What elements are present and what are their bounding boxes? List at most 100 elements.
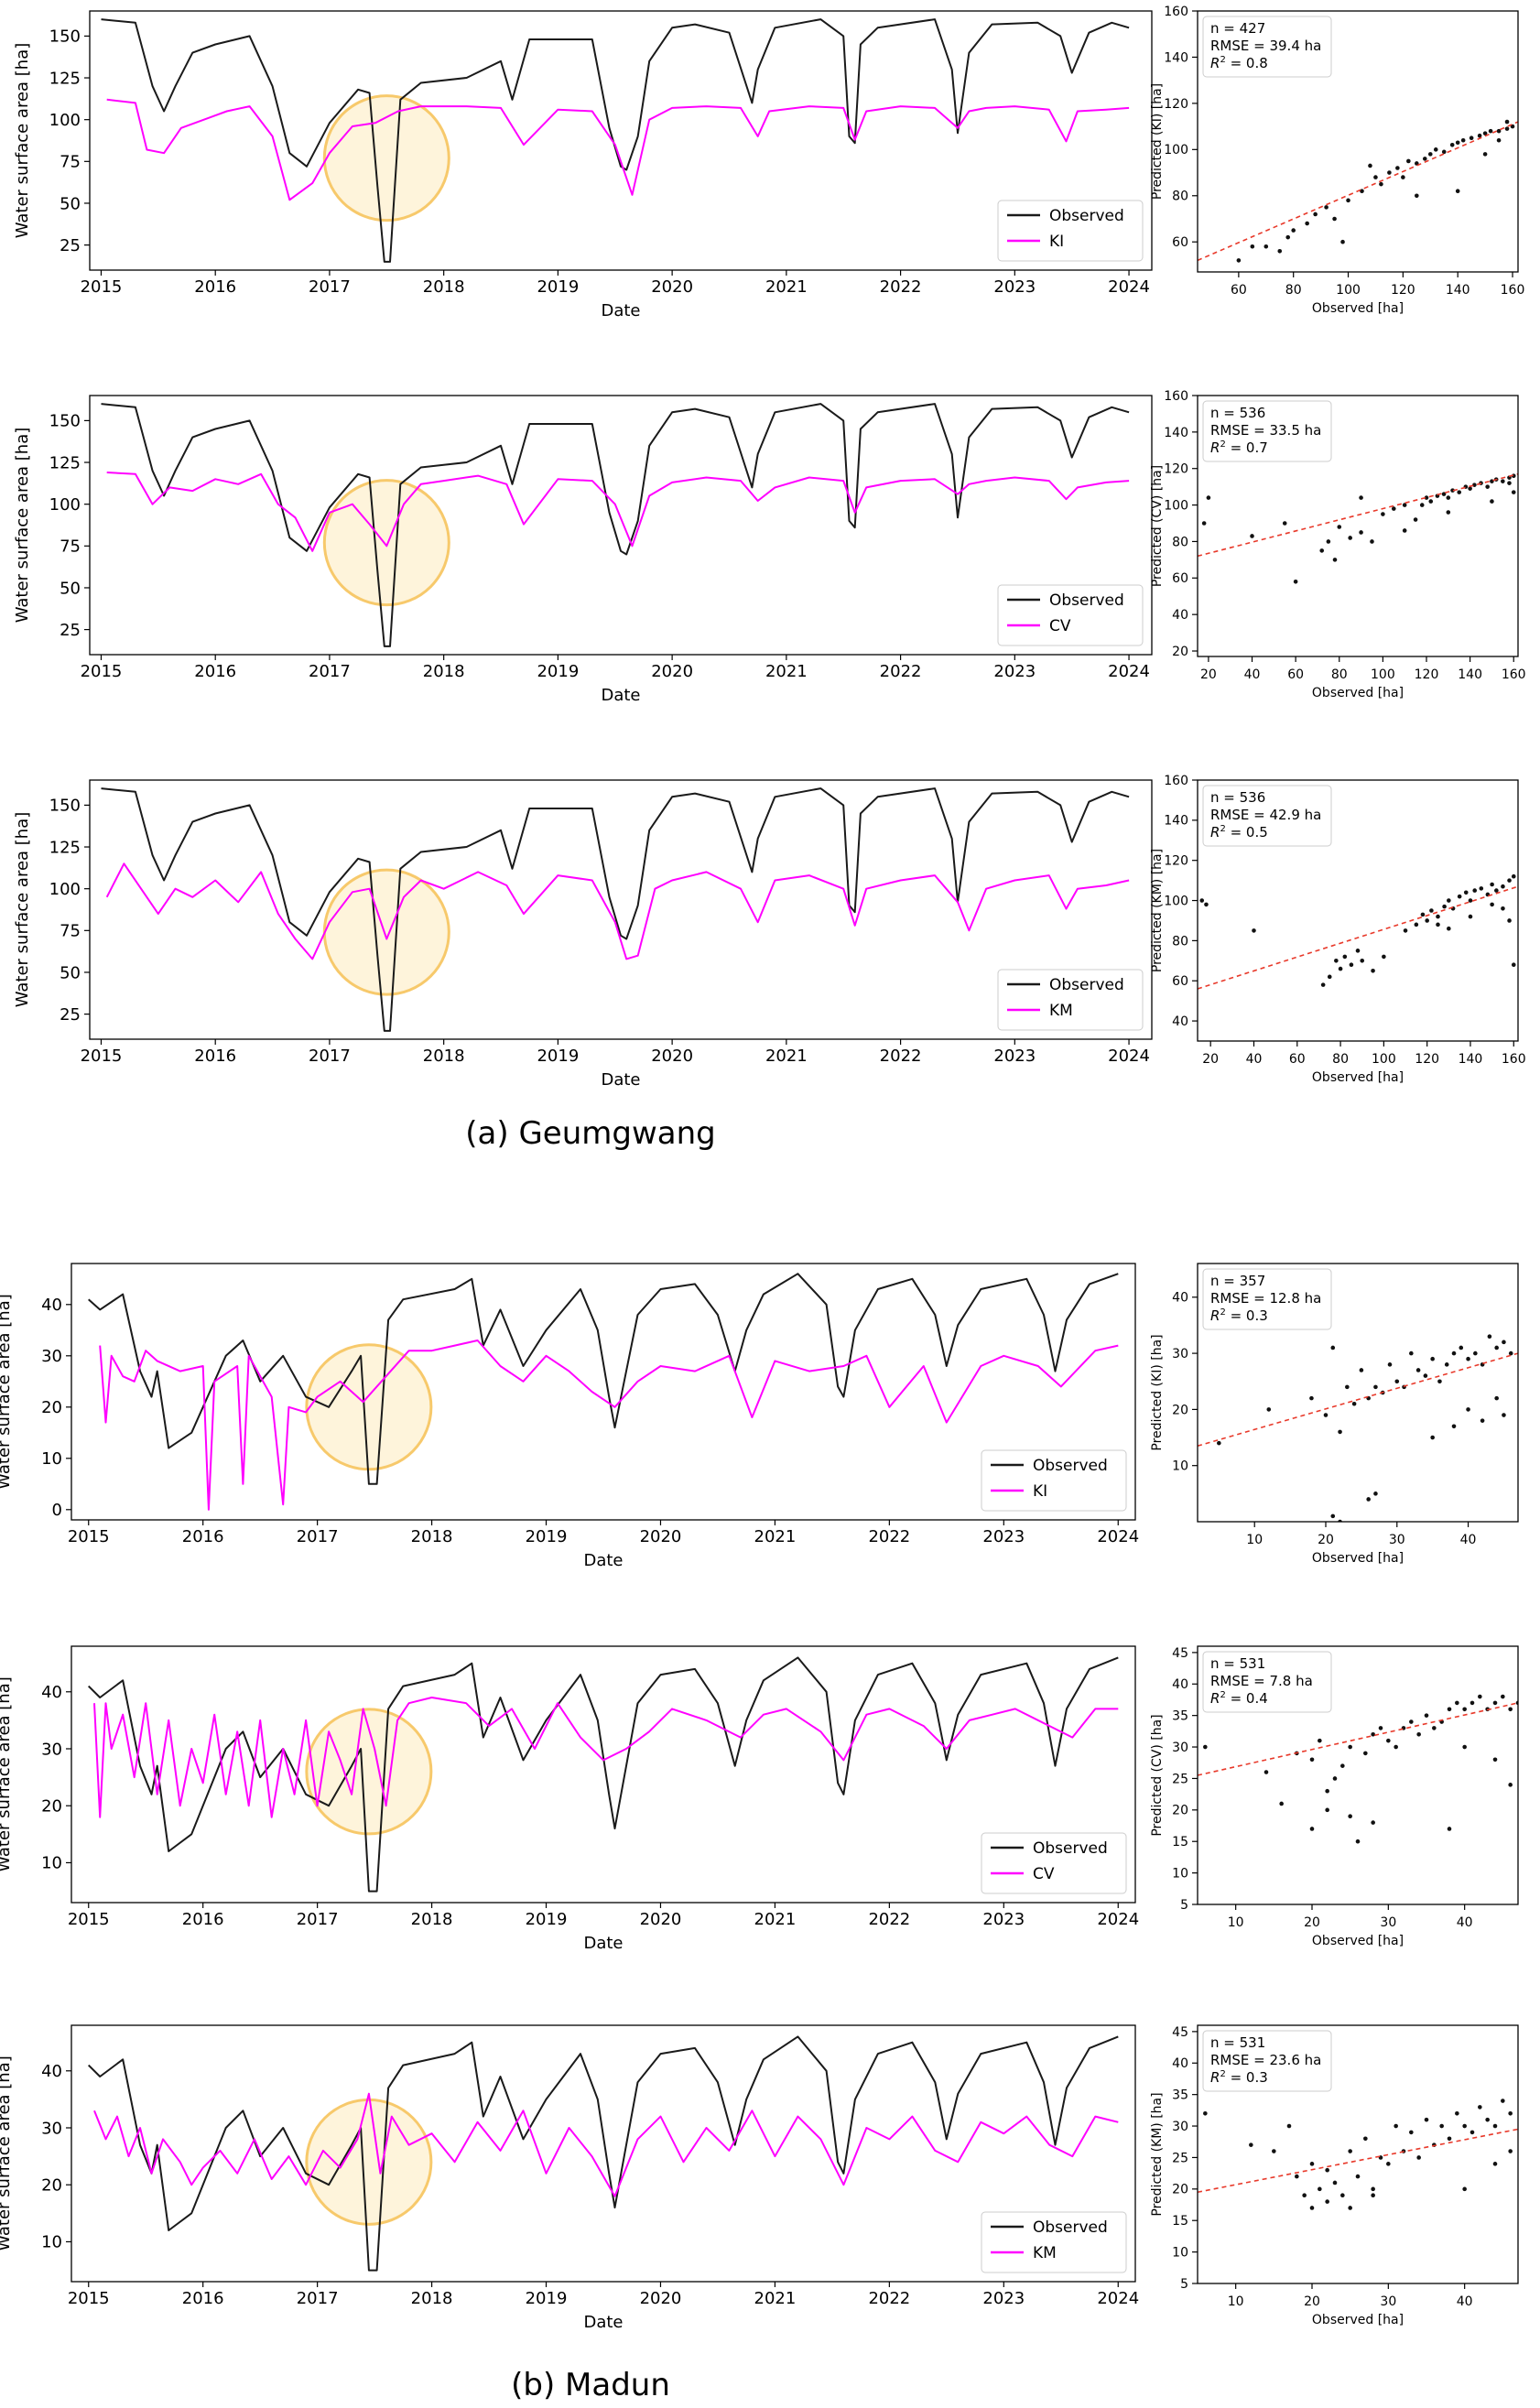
y-tick-label: 80 [1172, 934, 1188, 949]
fit-line [1198, 472, 1518, 558]
y-tick-label: 10 [1172, 1867, 1188, 1882]
y-tick-label: 20 [41, 2176, 62, 2196]
scatter-point [1325, 2199, 1329, 2204]
stat-r2-value: 0.3 [1246, 1307, 1268, 1324]
legend: Observed CV [981, 1832, 1127, 1894]
scatter-point [1206, 495, 1211, 500]
stat-n: n = 531 [1210, 1655, 1265, 1672]
y-tick-label: 25 [60, 1005, 81, 1025]
stat-n: n = 427 [1210, 20, 1265, 37]
y-tick-label: 30 [41, 1740, 62, 1759]
y-axis-label: Water surface area [ha] [13, 428, 32, 624]
scatter-point [1348, 2149, 1352, 2153]
y-tick-label: 125 [49, 838, 81, 857]
x-tick-label: 60 [1231, 283, 1247, 298]
x-axis-label: Observed [ha] [1312, 301, 1404, 316]
y-tick-label: 40 [41, 1296, 62, 1315]
x-tick-label: 2017 [309, 1047, 351, 1066]
y-tick-label: 60 [1172, 571, 1188, 586]
scatter-point [1201, 521, 1207, 526]
scatter-point [1199, 898, 1205, 903]
y-tick-label: 120 [1164, 854, 1188, 869]
y-tick-label: 20 [1172, 1804, 1188, 1818]
scatter-point [1327, 974, 1332, 980]
plot-frame [1197, 2024, 1519, 2284]
scatter-point [1511, 873, 1516, 879]
scatter-point [1492, 1700, 1498, 1706]
scatter-point [1277, 249, 1283, 254]
scatter-point [1236, 258, 1242, 263]
y-axis-label: Water surface area [ha] [0, 1294, 14, 1490]
scatter-chart-3: 20 40 60 80 100 120 140 160 40 60 80 100 120 140 160 Ob… [1150, 774, 1526, 1085]
y-tick-label: 60 [1172, 974, 1188, 989]
scatter-point [1340, 1763, 1345, 1768]
x-tick-label: 40 [1457, 2294, 1473, 2309]
scatter-point [1394, 1744, 1398, 1750]
stat-r2: R2 = 0.5 [1210, 824, 1268, 841]
x-tick-label: 2021 [754, 1910, 797, 1929]
scatter-point [1395, 166, 1400, 170]
scatter-point [1430, 1435, 1435, 1440]
scatter-point [1507, 918, 1512, 923]
y-tick-label: 50 [60, 579, 81, 598]
scatter-point [1428, 499, 1434, 504]
y-tick-label: 10 [1172, 1459, 1188, 1474]
scatter-point [1460, 137, 1466, 143]
y-tick-label: 100 [1164, 143, 1188, 157]
x-tick-label: 40 [1457, 1915, 1473, 1930]
x-tick-label: 120 [1415, 1052, 1439, 1067]
legend: Observed KM [981, 2211, 1127, 2273]
scatter-point [1490, 882, 1494, 887]
scatter-point [1318, 2186, 1322, 2192]
scatter-point [1302, 2193, 1307, 2198]
scatter-point [1387, 1362, 1393, 1367]
scatter-point [1462, 2186, 1467, 2192]
scatter-point [1359, 1368, 1364, 1372]
timeseries-chart-4: 2015 2016 2017 2018 2019 2020 2021 2022 2023 2024… [0, 1263, 1139, 1570]
scatter-point [1455, 2110, 1459, 2116]
x-tick-label: 2022 [880, 1047, 922, 1066]
stats-box-frame [1202, 1268, 1332, 1330]
scatter-point [1455, 1700, 1459, 1706]
scatter-point [1446, 495, 1451, 500]
y-tick-label: 160 [1164, 389, 1188, 404]
x-tick-label: 2021 [765, 662, 808, 681]
y-tick-label: 40 [1172, 608, 1188, 623]
scatter-point [1501, 2099, 1505, 2103]
scatter-point [1501, 1694, 1505, 1699]
scatter-point [1348, 1814, 1352, 1819]
scatter-point [1415, 1368, 1421, 1372]
scatter-point [1446, 510, 1451, 515]
highlight-circle [322, 94, 450, 222]
scatter-point [1394, 1379, 1400, 1384]
scatter-point [1473, 1350, 1478, 1356]
x-tick-label: 2023 [993, 277, 1036, 297]
stat-rmse: RMSE = 42.9 ha [1210, 807, 1321, 823]
scatter-point [1360, 189, 1364, 194]
highlight-circle [305, 1343, 433, 1471]
x-tick-label: 2022 [880, 662, 922, 681]
scatter-point [1504, 119, 1510, 125]
x-axis-label: Date [601, 686, 640, 705]
y-tick-label: 10 [1172, 2246, 1188, 2261]
scatter-point [1309, 2162, 1315, 2166]
scatter-point [1252, 928, 1256, 933]
scatter-point [1424, 1713, 1429, 1718]
y-tick-label: 45 [1172, 2025, 1188, 2040]
scatter-point [1468, 486, 1472, 491]
scatter-point [1494, 888, 1499, 893]
plot-frame [89, 10, 1153, 271]
stats-box-frame [1202, 1651, 1332, 1713]
scatter-point [1511, 962, 1516, 967]
scatter-point [1482, 152, 1488, 157]
scatter-chart-5: 10 20 30 40 5 10 15 20 25 30 35 40 45 Observed [ha] Pr… [1150, 1645, 1519, 1948]
y-tick-label: 120 [1164, 462, 1188, 477]
stats-box-frame [1202, 2030, 1332, 2092]
x-tick-label: 140 [1446, 283, 1470, 298]
scatter-point [1470, 2130, 1475, 2135]
scatter-point [1203, 2110, 1208, 2116]
scatter-point [1468, 914, 1473, 919]
predicted-line [93, 2092, 1119, 2197]
x-axis-label: Observed [ha] [1312, 1551, 1404, 1566]
